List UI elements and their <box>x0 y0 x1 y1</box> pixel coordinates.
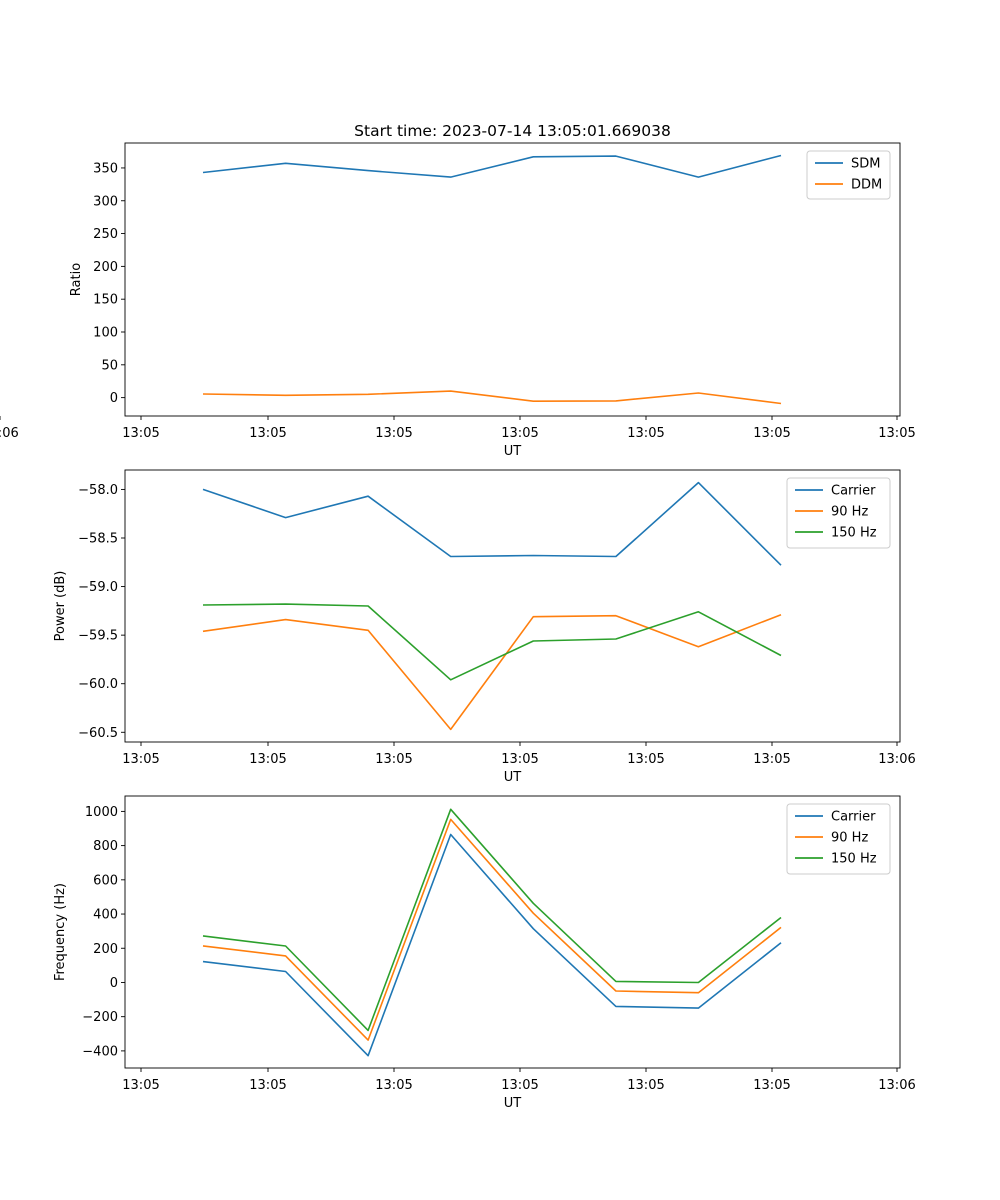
legend-label: 150 Hz <box>831 526 877 541</box>
x-tick-label: 13:05 <box>249 752 286 767</box>
y-tick-label: 250 <box>93 227 118 242</box>
y-tick-label: −58.5 <box>78 532 118 547</box>
legend: SDM DDM <box>806 150 891 200</box>
legend: Carrier 90 Hz 150 Hz <box>786 803 891 875</box>
legend-label: Carrier <box>831 484 876 499</box>
y-tick-label: −60.5 <box>78 726 118 741</box>
legend-box <box>786 477 891 549</box>
series-line-150-hz <box>202 808 782 1032</box>
x-tick-label: 13:05 <box>627 426 664 441</box>
legend-box <box>786 803 891 875</box>
y-axis-label: Power (dB) <box>53 571 68 642</box>
x-tick-label: 13:05 <box>375 426 412 441</box>
x-tick-label: 13:05 <box>375 1078 412 1093</box>
y-tick-label: −58.0 <box>78 483 118 498</box>
series-line-90-hz <box>202 818 782 1041</box>
x-axis-label: UT <box>504 1096 522 1111</box>
x-tick-label: 13:05 <box>375 752 412 767</box>
y-tick-label: 0 <box>110 391 118 406</box>
legend-label: DDM <box>851 178 882 193</box>
y-tick-label: −400 <box>82 1044 118 1059</box>
x-tick-label: 13:05 <box>122 1078 159 1093</box>
chart-panel-1: 0 50 100 150 200 250 300 350 13:05 13:05 13:05 13:0… <box>0 142 916 459</box>
y-tick-label: 400 <box>93 908 118 923</box>
y-axis-label: Ratio <box>69 263 84 296</box>
x-tick-label: 13:05 <box>249 1078 286 1093</box>
y-tick-label: 300 <box>93 194 118 209</box>
legend-label: Carrier <box>831 810 876 825</box>
series-line-150-hz <box>202 603 782 681</box>
chart-panel-2: −60.5 −60.0 −59.5 −59.0 −58.5 −58.0 13:05 13:05… <box>53 469 916 785</box>
legend: Carrier 90 Hz 150 Hz <box>786 477 891 549</box>
axes-frame <box>124 469 901 743</box>
legend-label: SDM <box>851 157 880 172</box>
x-axis-label: UT <box>504 770 522 785</box>
x-tick-label: 13:05 <box>753 752 790 767</box>
y-tick-label: 50 <box>101 358 118 373</box>
y-axis-label: Frequency (Hz) <box>53 883 68 981</box>
x-tick-label: 13:05 <box>501 426 538 441</box>
x-tick-label: 13:06 <box>878 752 915 767</box>
y-tick-label: 1000 <box>85 805 118 820</box>
x-tick-label: 13:05 <box>501 752 538 767</box>
legend-label: 90 Hz <box>831 505 868 520</box>
series-line-ddm <box>202 390 782 405</box>
x-tick-label: 13:05 <box>753 1078 790 1093</box>
y-tick-label: 600 <box>93 873 118 888</box>
chart-panel-3: −400 −200 0 200 400 600 800 1000 13:05 13:05 13:05… <box>53 795 916 1111</box>
figure-title: Start time: 2023-07-14 13:05:01.669038 <box>354 122 671 140</box>
y-tick-label: 0 <box>110 976 118 991</box>
axes-frame <box>124 795 901 1069</box>
x-axis-label: UT <box>504 444 522 459</box>
y-tick-label: −59.5 <box>78 629 118 644</box>
axes-frame <box>124 142 901 417</box>
y-tick-label: 100 <box>93 326 118 341</box>
x-tick-label: 13:05 <box>501 1078 538 1093</box>
y-tick-label: −60.0 <box>78 677 118 692</box>
y-tick-label: 150 <box>93 293 118 308</box>
x-tick-label: 13:05 <box>878 426 915 441</box>
x-tick-label: 13:05 <box>627 752 664 767</box>
x-tick-label: 13:05 <box>627 1078 664 1093</box>
series-line-carrier <box>202 481 782 566</box>
series-line-sdm <box>202 154 782 178</box>
series-line-carrier <box>202 833 782 1057</box>
legend-label: 150 Hz <box>831 852 877 867</box>
y-tick-label: 200 <box>93 260 118 275</box>
x-tick-label: 13:05 <box>249 426 286 441</box>
y-tick-label: 350 <box>93 161 118 176</box>
x-tick-label: 13:05 <box>122 752 159 767</box>
x-tick-label: 13:05 <box>753 426 790 441</box>
x-tick-label: 13:06 <box>0 426 19 441</box>
series-line-90-hz <box>202 613 782 731</box>
y-tick-label: −59.0 <box>78 580 118 595</box>
x-tick-label: 13:05 <box>122 426 159 441</box>
y-tick-label: 200 <box>93 942 118 957</box>
y-tick-label: 800 <box>93 839 118 854</box>
x-tick-label: 13:06 <box>878 1078 915 1093</box>
legend-label: 90 Hz <box>831 831 868 846</box>
y-tick-label: −200 <box>82 1010 118 1025</box>
